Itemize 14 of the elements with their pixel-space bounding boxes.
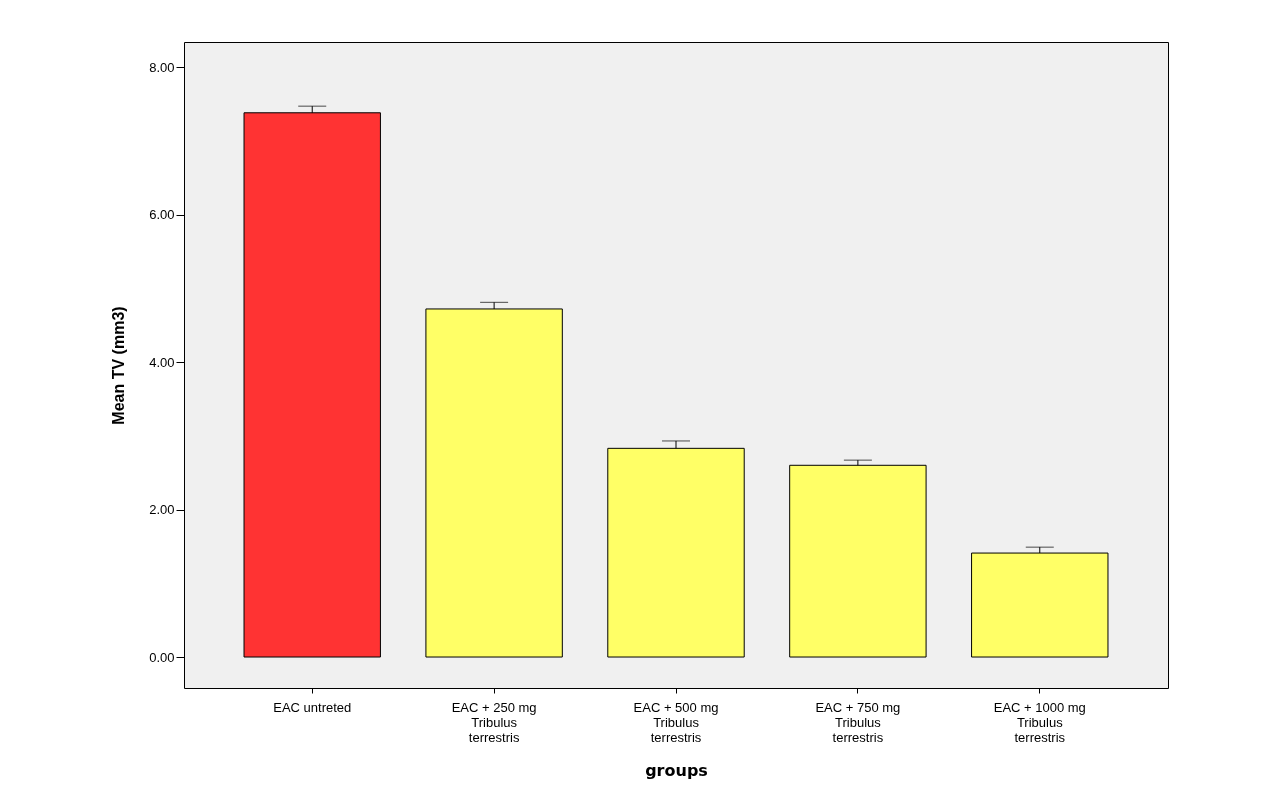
y-tick-label: 0.00 (149, 649, 175, 665)
x-tick-label: EAC + 250 mg Tribulus terrestris (451, 699, 537, 745)
x-tick-label: EAC + 1000 mg Tribulus terrestris (993, 699, 1086, 745)
y-tick-label: 4.00 (149, 354, 175, 370)
x-tick-label: EAC + 500 mg Tribulus terrestris (633, 699, 719, 745)
y-tick-label: 2.00 (149, 502, 175, 518)
bar (971, 552, 1109, 658)
x-tick-label: EAC + 750 mg Tribulus terrestris (815, 699, 901, 745)
y-axis-title: Mean TV (mm3) (110, 306, 128, 425)
y-tick-label: 8.00 (149, 59, 175, 75)
x-axis-title: groups (645, 760, 708, 780)
x-tick-label: EAC untreted (273, 699, 352, 715)
bar (789, 464, 927, 658)
y-tick-label: 6.00 (149, 207, 175, 223)
